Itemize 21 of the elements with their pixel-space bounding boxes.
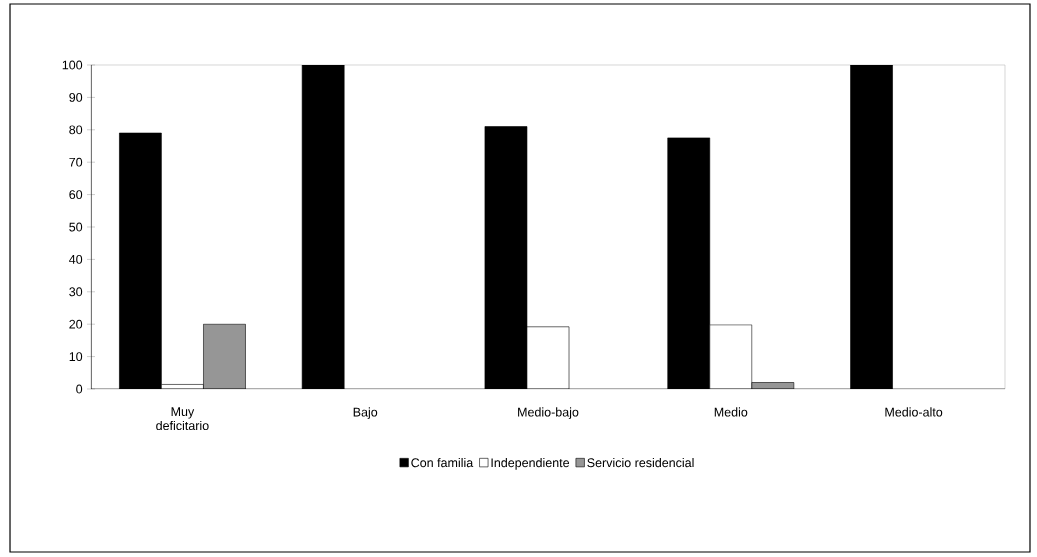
y-tick-label: 80 bbox=[69, 125, 83, 135]
x-tick-label: Muy deficitario bbox=[156, 407, 209, 431]
y-tick-label: 90 bbox=[69, 92, 83, 102]
x-tick-label: Medio bbox=[714, 407, 748, 417]
bar bbox=[301, 64, 345, 389]
y-tick-label: 10 bbox=[69, 352, 83, 362]
y-tick-label: 40 bbox=[69, 254, 83, 264]
x-tick-label: Medio-alto bbox=[885, 407, 943, 417]
legend-label: Con familia bbox=[411, 457, 474, 468]
x-tick-label: Bajo bbox=[353, 407, 378, 419]
y-tick-label: 60 bbox=[69, 190, 83, 200]
bar bbox=[850, 64, 893, 389]
legend-label: Independiente bbox=[491, 457, 570, 470]
y-tick-label: 30 bbox=[69, 287, 83, 297]
y-tick-label: 100 bbox=[62, 60, 83, 70]
y-tick-label: 0 bbox=[76, 384, 83, 394]
y-tick-label: 20 bbox=[69, 319, 83, 329]
legend-label: Servicio residencial bbox=[587, 457, 694, 468]
y-tick-label: 50 bbox=[69, 222, 83, 232]
y-tick-label: 70 bbox=[69, 157, 83, 167]
x-tick-label: Medio-bajo bbox=[518, 407, 579, 419]
